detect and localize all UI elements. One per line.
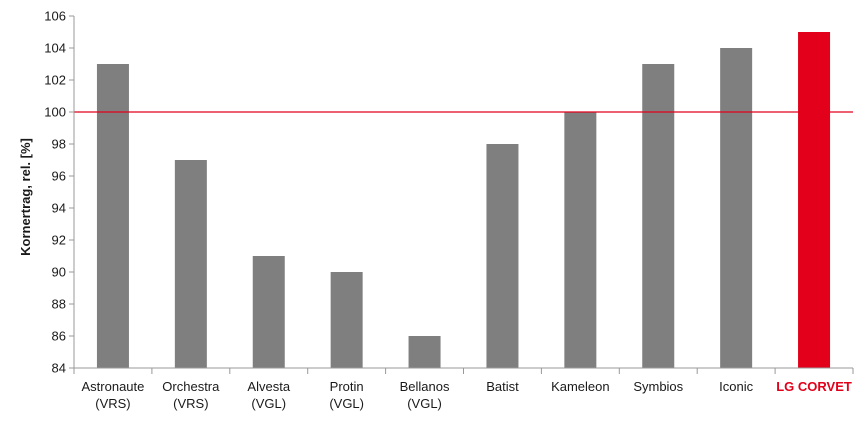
bar [564,112,597,368]
bar [720,48,753,368]
x-axis-labels: Astronaute (VRS) Orchestra (VRS) Alvesta (VGL… [82,379,852,411]
y-tick-label: 84 [52,361,66,376]
y-tick-label: 90 [52,265,66,280]
x-tick-label: (VGL) [251,396,286,411]
bar [642,64,675,368]
bar [174,160,207,368]
x-tick-label: Bellanos [400,379,450,394]
x-tick-label: LG CORVET [776,379,852,394]
axes [73,16,854,374]
bar [330,272,363,368]
x-tick-label: Kameleon [551,379,610,394]
bar [486,144,519,368]
x-tick-label: (VGL) [329,396,364,411]
bar-highlight [798,32,831,368]
y-tick-label: 102 [44,73,66,88]
x-tick-label: Iconic [719,379,753,394]
y-tick-label: 86 [52,329,66,344]
y-tick-label: 104 [44,41,66,56]
x-tick-label: Batist [486,379,519,394]
y-tick-label: 88 [52,297,66,312]
y-tick-label: 106 [44,9,66,24]
bar [408,336,441,368]
y-tick-label: 100 [44,105,66,120]
y-tick-label: 96 [52,169,66,184]
bar [252,256,285,368]
y-axis-label: Kornertrag, rel. [%] [18,138,33,256]
x-tick-label: (VRS) [173,396,208,411]
x-tick-label: Protin [330,379,364,394]
y-tick-label: 98 [52,137,66,152]
bar [96,64,129,368]
x-tick-label: Alvesta [247,379,290,394]
x-tick-label: (VGL) [407,396,442,411]
y-tick-label: 94 [52,201,66,216]
x-tick-label: Symbios [633,379,683,394]
y-tick-label: 92 [52,233,66,248]
x-tick-label: Orchestra [162,379,220,394]
bars [96,32,831,368]
x-tick-label: (VRS) [95,396,130,411]
x-tick-label: Astronaute [82,379,145,394]
y-axis-ticks: 84 86 88 90 92 94 96 98 100 102 104 106 [44,9,74,376]
